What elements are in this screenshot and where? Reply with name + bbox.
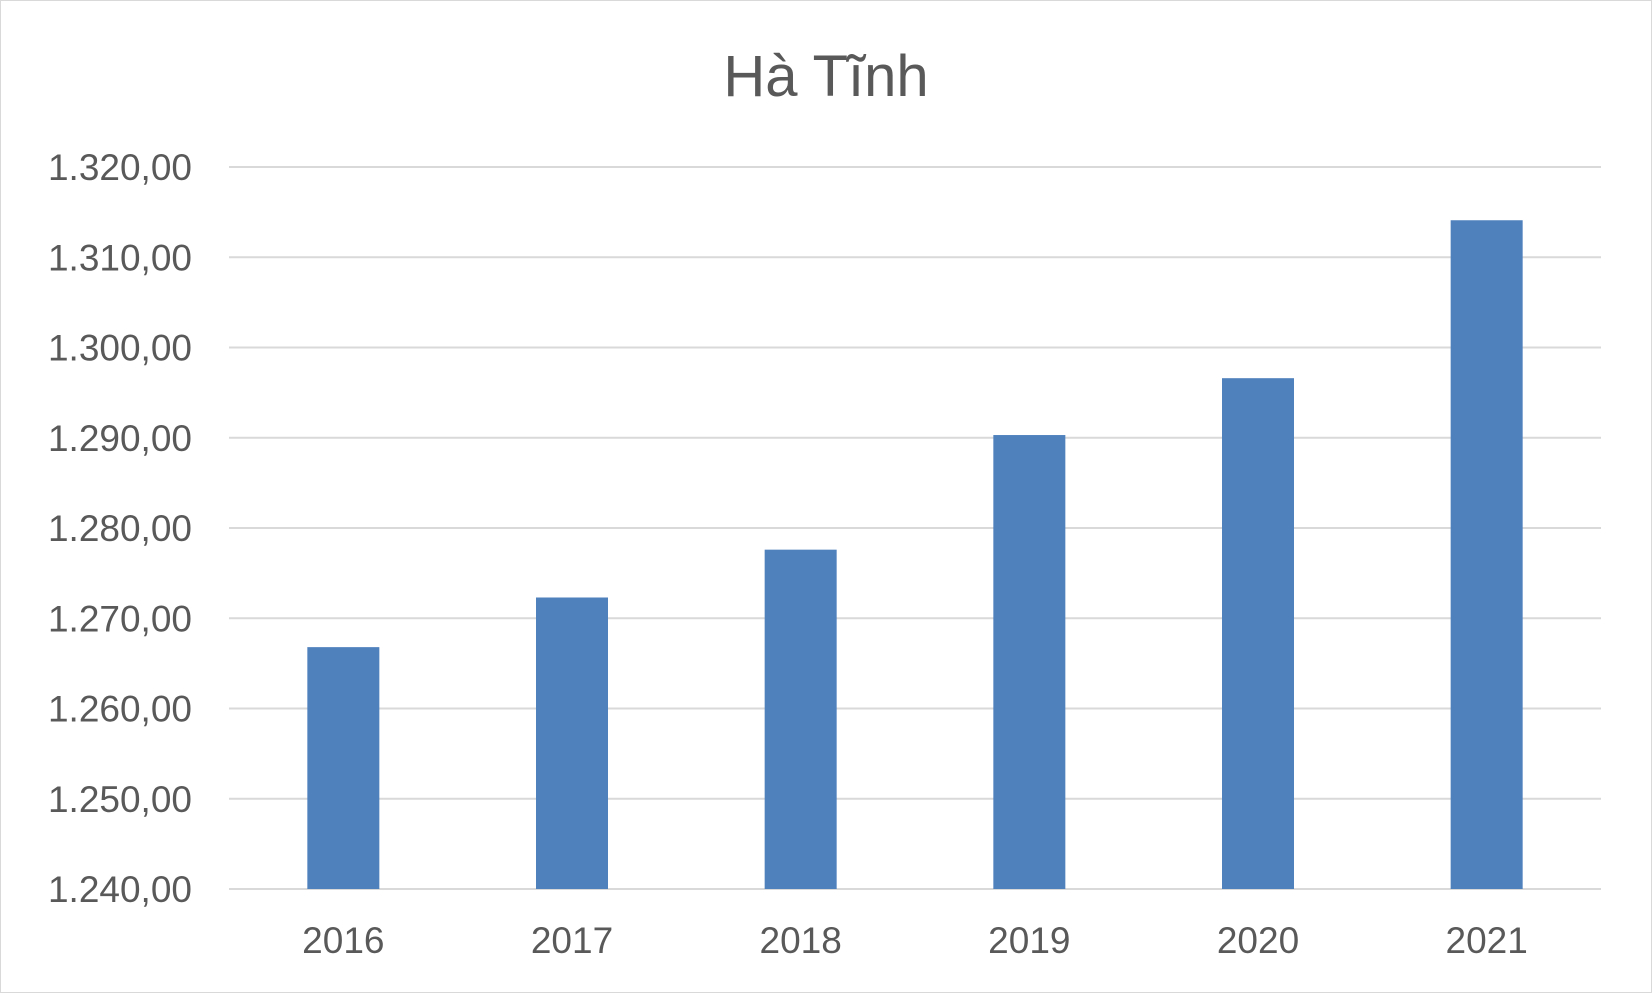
chart-title: Hà Tĩnh [723, 44, 928, 109]
x-tick-label: 2020 [1217, 920, 1299, 961]
x-tick-label: 2018 [760, 920, 842, 961]
x-tick-label: 2019 [988, 920, 1070, 961]
gridlines [229, 166, 1601, 890]
y-tick-label: 1.280,00 [48, 508, 192, 549]
bar-2021 [1450, 220, 1523, 889]
bars [307, 220, 1523, 889]
y-axis-tick-labels: 1.240,00 1.250,00 1.260,00 1.270,00 1.280,00… [48, 147, 192, 910]
bar-2020 [1222, 378, 1294, 889]
y-tick-label: 1.290,00 [48, 418, 192, 459]
y-tick-label: 1.320,00 [48, 147, 192, 188]
x-tick-label: 2016 [302, 920, 384, 961]
y-tick-label: 1.270,00 [48, 598, 192, 639]
bar-2017 [536, 597, 608, 889]
y-tick-label: 1.250,00 [48, 779, 192, 820]
y-tick-label: 1.260,00 [48, 689, 192, 730]
bar-2016 [307, 647, 380, 889]
y-tick-label: 1.240,00 [48, 869, 192, 910]
x-axis-tick-labels: 2016 2017 2018 2019 2020 2021 [302, 920, 1528, 961]
x-tick-label: 2017 [531, 920, 613, 961]
bar-2019 [993, 435, 1066, 889]
bar-2018 [764, 549, 837, 889]
x-tick-label: 2021 [1446, 920, 1528, 961]
y-tick-label: 1.310,00 [48, 237, 192, 278]
y-tick-label: 1.300,00 [48, 328, 192, 369]
